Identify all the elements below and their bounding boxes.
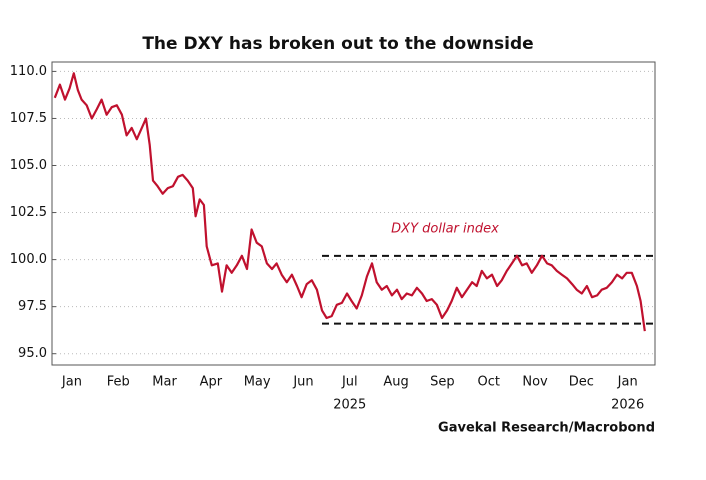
y-tick-label: 102.5	[10, 205, 47, 220]
x-tick-label: Oct	[477, 375, 499, 390]
x-tick-label: Mar	[152, 375, 177, 390]
source: Gavekal Research/Macrobond	[438, 421, 655, 436]
x-tick-label: Nov	[522, 375, 548, 390]
x-tick-label: Jun	[292, 375, 313, 390]
y-tick-label: 97.5	[18, 299, 47, 314]
x-tick-label: Jan	[61, 375, 82, 390]
year-label: 2025	[333, 398, 366, 413]
y-tick-label: 110.0	[10, 64, 47, 79]
data-line	[53, 72, 646, 332]
year-label: 2026	[611, 398, 644, 413]
y-tick-label: 105.0	[10, 158, 47, 173]
annotation: DXY dollar index	[391, 222, 499, 237]
x-tick-label: Apr	[200, 375, 223, 390]
x-tick-label: Jul	[341, 375, 358, 390]
x-tick-label: Aug	[383, 375, 408, 390]
y-tick-label: 107.5	[10, 111, 47, 126]
x-tick-label: Dec	[569, 375, 594, 390]
x-tick-label: May	[244, 375, 271, 390]
x-tick-label: Sep	[430, 375, 455, 390]
y-tick-label: 100.0	[10, 252, 47, 267]
y-tick-label: 95.0	[18, 346, 47, 361]
x-tick-label: Feb	[107, 375, 130, 390]
plot-frame	[51, 61, 656, 366]
x-tick-label: Jan	[617, 375, 638, 390]
chart-title: The DXY has broken out to the downside	[142, 34, 533, 54]
